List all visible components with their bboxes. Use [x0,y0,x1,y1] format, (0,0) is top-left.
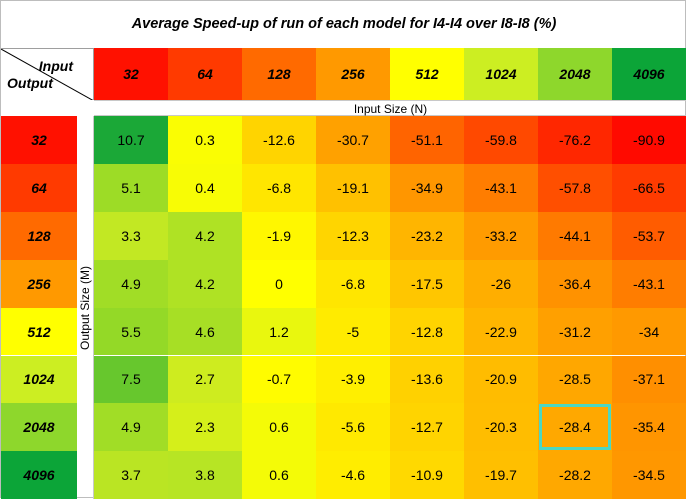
heatmap-cell: 5.5 [94,307,168,356]
x-axis-label: Input Size (N) [94,100,686,116]
heatmap-cell: -12.7 [390,403,464,452]
heatmap-cell: -4.6 [316,451,390,499]
column-header-256: 256 [316,48,390,100]
column-header-64: 64 [168,48,242,100]
heatmap-cell: 4.2 [168,211,242,260]
heatmap-cell: -43.1 [464,163,538,212]
heatmap-cell: 2.7 [168,355,242,404]
heatmap-cell: -5.6 [316,403,390,452]
heatmap-cell: -12.6 [242,116,316,164]
heatmap-cell: 0.6 [242,403,316,452]
row-header-128: 128 [1,211,77,260]
heatmap-cell: -36.4 [538,259,612,308]
heatmap-cell: 0.4 [168,163,242,212]
heatmap-cell: 5.1 [94,163,168,212]
heatmap-cell: -13.6 [390,355,464,404]
heatmap-cell: 4.6 [168,307,242,356]
heatmap-cell: -20.3 [464,403,538,452]
column-header-2048: 2048 [538,48,612,100]
heatmap-cell: -66.5 [612,163,686,212]
heatmap-cell: -6.8 [242,163,316,212]
heatmap-cell: 7.5 [94,355,168,404]
heatmap-cell: -34.9 [390,163,464,212]
heatmap-cell: -10.9 [390,451,464,499]
heatmap-cell: -12.3 [316,211,390,260]
heatmap-cell: -12.8 [390,307,464,356]
y-axis-label: Output Size (M) [78,265,92,350]
heatmap-cell: -19.1 [316,163,390,212]
heatmap-cell: -22.9 [464,307,538,356]
heatmap-cell: -23.2 [390,211,464,260]
column-header-32: 32 [94,48,168,100]
heatmap-cell: 4.9 [94,403,168,452]
row-header-64: 64 [1,163,77,212]
chart-title: Average Speed-up of run of each model fo… [131,16,557,32]
heatmap-cell: 3.8 [168,451,242,499]
row-header-4096: 4096 [1,451,77,499]
heatmap-cell: 0 [242,259,316,308]
heatmap-cell: 10.7 [94,116,168,164]
corner-header: Input Output [1,48,94,100]
heatmap-cell: 3.3 [94,211,168,260]
heatmap-cell: -53.7 [612,211,686,260]
row-header-32: 32 [1,116,77,164]
heatmap-cell: -19.7 [464,451,538,499]
y-axis-label-container: Output Size (M) [77,116,94,499]
heatmap-cell: -51.1 [390,116,464,164]
heatmap-cell: -30.7 [316,116,390,164]
heatmap-cell: -34 [612,307,686,356]
heatmap-cell: -57.8 [538,163,612,212]
heatmap-cell: -59.8 [464,116,538,164]
heatmap-cell: -26 [464,259,538,308]
corner-input-label: Input [38,58,73,74]
heatmap-cell: -33.2 [464,211,538,260]
heatmap-cell: -1.9 [242,211,316,260]
heatmap-cell: -34.5 [612,451,686,499]
heatmap-cell: 3.7 [94,451,168,499]
heatmap-cell: -3.9 [316,355,390,404]
column-header-1024: 1024 [464,48,538,100]
heatmap-cell: -28.2 [538,451,612,499]
heatmap-cell: -76.2 [538,116,612,164]
heatmap-cell: -6.8 [316,259,390,308]
corner-diagonal-line [1,49,93,100]
column-header-128: 128 [242,48,316,100]
heatmap-cell: 0.6 [242,451,316,499]
heatmap-cell: -90.9 [612,116,686,164]
column-header-4096: 4096 [612,48,686,100]
heatmap-cell: 2.3 [168,403,242,452]
heatmap-cell: -43.1 [612,259,686,308]
corner-output-label: Output [7,75,53,91]
row-header-512: 512 [1,307,77,356]
heatmap-cell: -37.1 [612,355,686,404]
heatmap-cell: -20.9 [464,355,538,404]
row-header-1024: 1024 [1,355,77,404]
heatmap-cell: -0.7 [242,355,316,404]
column-header-512: 512 [390,48,464,100]
row-header-2048: 2048 [1,403,77,452]
heatmap-cell: 4.2 [168,259,242,308]
heatmap-cell: 1.2 [242,307,316,356]
heatmap-cell: -17.5 [390,259,464,308]
heatmap-cell: -5 [316,307,390,356]
heatmap-cell: -28.4 [538,403,612,452]
heatmap-cell: 0.3 [168,116,242,164]
heatmap-cell: -35.4 [612,403,686,452]
heatmap-cell: 4.9 [94,259,168,308]
heatmap-cell: -31.2 [538,307,612,356]
heatmap-cell: -28.5 [538,355,612,404]
heatmap-cell: -44.1 [538,211,612,260]
row-header-256: 256 [1,259,77,308]
